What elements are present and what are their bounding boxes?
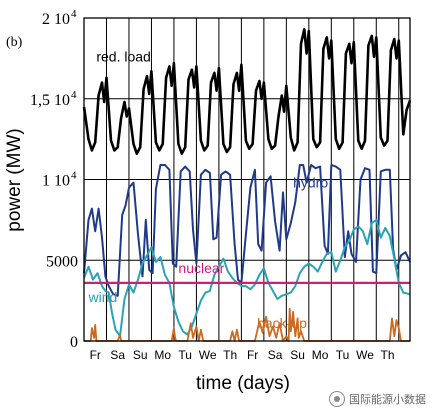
annotation-wind: wind [87, 289, 117, 305]
annotation-hydro: hydro [293, 175, 328, 191]
y-tick-exponent: 4 [71, 8, 77, 20]
watermark: 国际能源小数据 [329, 391, 426, 407]
y-tick-exponent: 4 [71, 170, 77, 182]
x-tick-label: Sa [268, 348, 283, 362]
x-tick-label: Su [290, 348, 305, 362]
x-tick-label: We [199, 348, 217, 362]
watermark-text: 国际能源小数据 [349, 393, 426, 406]
x-axis-title: time (days) [196, 373, 290, 394]
annotation-backup: back-up [257, 315, 307, 331]
y-tick-label: 0 [70, 334, 78, 351]
x-tick-label: Th [381, 348, 395, 362]
y-tick-label: 2 10 [42, 11, 70, 28]
y-tick-label: 1 10 [42, 173, 70, 190]
series-red_load-line [82, 28, 412, 155]
x-tick-label: Fr [247, 348, 258, 362]
wechat-logo-icon [329, 391, 345, 407]
series-hydro-line [83, 164, 411, 297]
x-tick-label: Th [223, 348, 237, 362]
x-tick-label: Fr [90, 348, 101, 362]
panel-label: (b) [6, 35, 23, 50]
y-axis-title: power (MW) [4, 128, 25, 231]
x-tick-label: Mo [312, 348, 329, 362]
annotation-nuclear: nuclear [178, 260, 224, 276]
series-wind-line [83, 218, 411, 338]
series-backup-line [84, 307, 410, 342]
y-tick-label: 1,5 10 [30, 92, 70, 109]
x-tick-label: Tu [336, 348, 350, 362]
plot-frame [83, 17, 411, 342]
x-tick-label: Sa [110, 348, 125, 362]
annotation-red_load: red. load [96, 49, 150, 65]
x-tick-label: Su [133, 348, 148, 362]
x-tick-label: Tu [178, 348, 192, 362]
x-tick-label: We [356, 348, 374, 362]
x-tick-label: Mo [154, 348, 171, 362]
y-tick-label: 5000 [46, 253, 78, 270]
series-layer [82, 28, 412, 342]
y-tick-exponent: 4 [71, 89, 77, 101]
series-annotations: red. load hydro nuclear wind back-up [87, 49, 328, 331]
x-tick-labels: Fr Sa Su Mo Tu We Th Fr Sa Su Mo Tu We Th [90, 348, 395, 362]
